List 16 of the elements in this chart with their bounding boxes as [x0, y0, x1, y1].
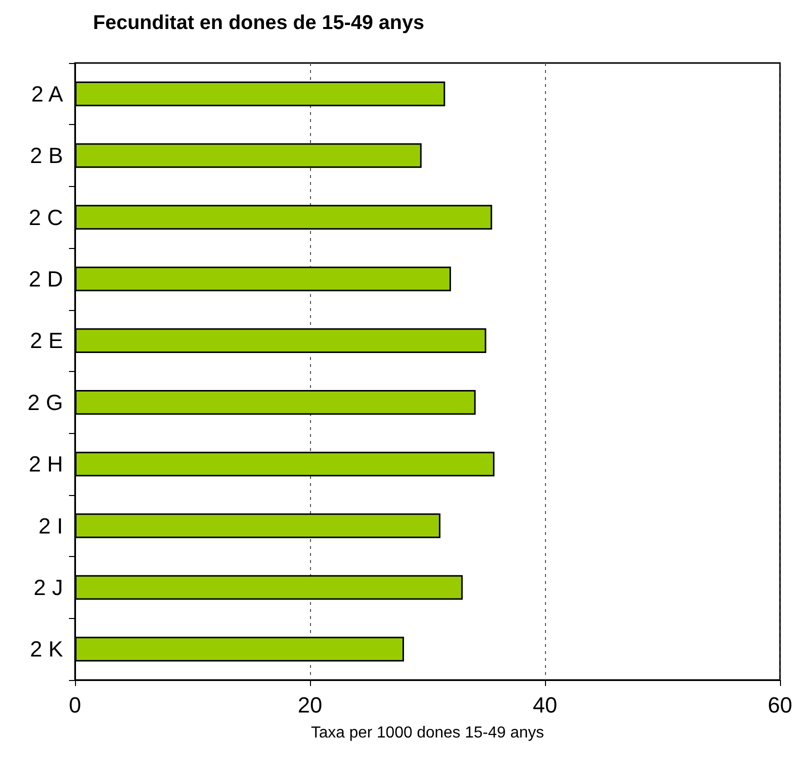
- y-tick-label: 2 I: [38, 513, 63, 538]
- x-tick-label: 20: [298, 692, 322, 718]
- y-tick-label: 2 K: [30, 636, 64, 662]
- y-tick-label: 2 B: [30, 143, 63, 168]
- y-tick-label: 2 D: [28, 266, 63, 292]
- y-tick-label: 2 C: [28, 204, 64, 230]
- x-tick-label: 0: [68, 692, 82, 718]
- chart-title: Fecunditat en dones de 15-49 anys: [93, 12, 424, 34]
- y-tick-label: 2 E: [30, 328, 63, 354]
- y-tick-label: 2 A: [31, 81, 64, 106]
- y-tick-label: 2 H: [28, 452, 63, 477]
- y-tick-label: 2 J: [34, 574, 63, 600]
- y-tick-label: 2 G: [28, 390, 63, 415]
- x-axis-title: Taxa per 1000 dones 15-49 anys: [310, 724, 544, 742]
- x-tick-label: 60: [768, 692, 792, 718]
- x-tick-label: 40: [532, 692, 558, 718]
